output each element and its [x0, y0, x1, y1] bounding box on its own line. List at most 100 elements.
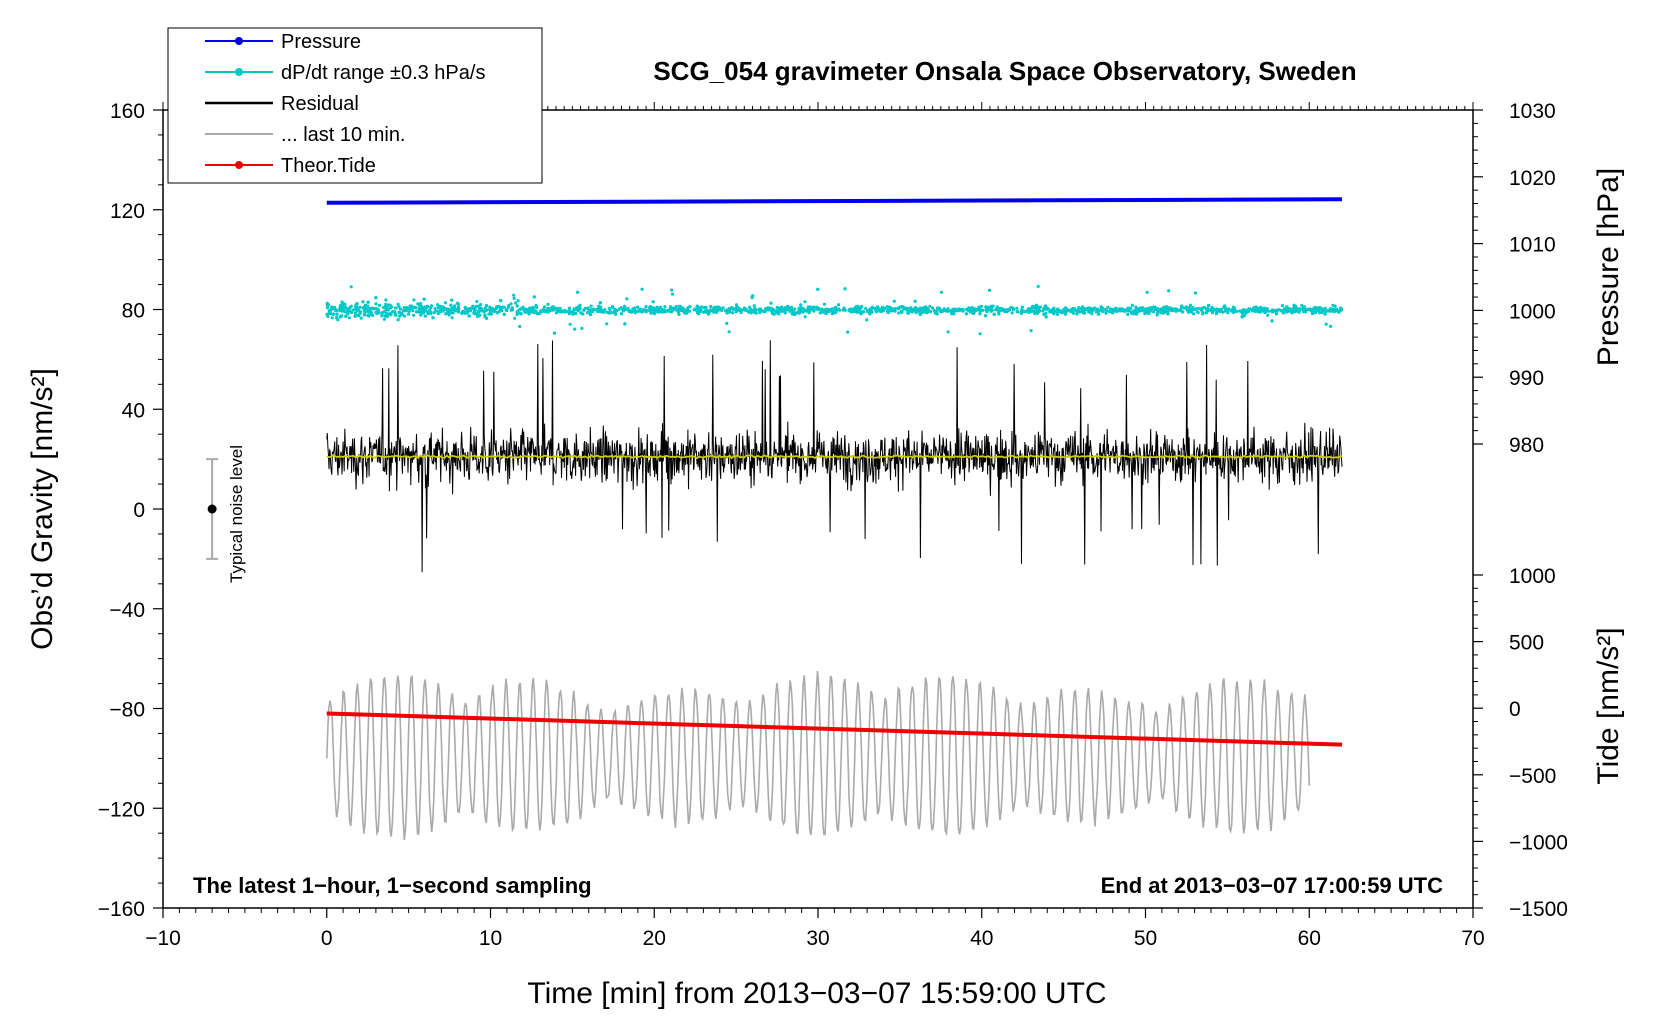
dpdt-point	[328, 309, 332, 313]
dpdt-point	[1036, 284, 1040, 288]
dpdt-point	[783, 306, 787, 310]
dpdt-point	[869, 306, 873, 310]
dpdt-point	[1029, 309, 1033, 313]
dpdt-point	[1210, 309, 1214, 313]
dpdt-point	[384, 308, 388, 312]
dpdt-point	[1110, 308, 1114, 312]
dpdt-point	[1000, 308, 1004, 312]
dpdt-point	[573, 327, 577, 331]
dpdt-point	[573, 307, 577, 311]
y-tick-label: 120	[110, 200, 145, 223]
dpdt-point	[580, 326, 584, 330]
dpdt-point	[713, 310, 717, 314]
dpdt-point	[893, 307, 897, 311]
dpdt-point	[399, 307, 403, 311]
legend-label: Theor.Tide	[281, 155, 376, 177]
dpdt-point	[1314, 310, 1318, 315]
dpdt-point	[655, 305, 659, 309]
dpdt-point	[1130, 303, 1134, 307]
dpdt-point	[995, 305, 999, 309]
dpdt-point	[1029, 329, 1033, 333]
dpdt-point	[902, 306, 907, 310]
dpdt-point	[797, 307, 801, 311]
dpdt-point	[725, 308, 729, 312]
dpdt-point	[384, 298, 388, 302]
dpdt-point	[602, 308, 606, 312]
dpdt-point	[1329, 324, 1333, 328]
dpdt-point	[377, 303, 382, 307]
noise-bar-center	[207, 504, 217, 514]
dpdt-point	[709, 304, 713, 309]
dpdt-point	[467, 314, 471, 318]
dpdt-point	[1106, 305, 1110, 309]
dpdt-point	[753, 310, 758, 314]
dpdt-point	[651, 306, 656, 310]
dpdt-point	[431, 316, 435, 320]
dpdt-point	[965, 307, 970, 311]
dpdt-point	[1151, 310, 1156, 314]
x-tick-label: 0	[321, 927, 333, 950]
dpdt-point	[1294, 305, 1298, 309]
dpdt-point	[526, 308, 530, 312]
dpdt-point	[355, 305, 359, 309]
dpdt-point	[514, 301, 518, 305]
dpdt-point	[423, 314, 427, 318]
dpdt-point	[1167, 289, 1171, 293]
dpdt-point	[1082, 307, 1086, 311]
dpdt-point	[361, 300, 365, 304]
dpdt-point	[509, 302, 513, 306]
dpdt-point	[351, 308, 355, 312]
dpdt-point	[906, 311, 910, 315]
dpdt-point	[484, 316, 489, 320]
dpdt-point	[747, 305, 752, 309]
dpdt-point	[1135, 310, 1140, 314]
dpdt-point	[412, 313, 416, 317]
dpdt-point	[1156, 309, 1160, 313]
tide-tick-label: 0	[1509, 698, 1521, 721]
dpdt-point	[518, 324, 522, 329]
dpdt-point	[1254, 307, 1259, 311]
dpdt-point	[946, 330, 950, 334]
dpdt-point	[494, 306, 499, 310]
dpdt-point	[607, 306, 612, 310]
legend-swatch-marker	[235, 161, 243, 169]
dpdt-point	[989, 306, 994, 311]
dpdt-point	[843, 287, 847, 291]
series-theor-tide	[326, 711, 1343, 747]
dpdt-point	[568, 322, 572, 326]
dpdt-point	[505, 308, 509, 313]
dpdt-point	[371, 313, 375, 317]
noise-level-bar	[206, 458, 219, 560]
dpdt-point	[1023, 310, 1027, 314]
dpdt-point	[455, 301, 459, 305]
dpdt-point	[1314, 306, 1318, 310]
dpdt-point	[605, 310, 609, 314]
dpdt-point	[349, 304, 353, 308]
dpdt-point	[478, 313, 482, 317]
dpdt-point	[800, 306, 804, 310]
legend: Pressure dP/dt range ±0.3 hPa/s Residual..…	[167, 27, 543, 184]
dpdt-point	[940, 309, 945, 313]
dpdt-point	[454, 309, 458, 313]
dpdt-point	[1225, 309, 1229, 313]
legend-box	[167, 27, 543, 184]
dpdt-point	[846, 330, 850, 334]
dpdt-point	[611, 305, 615, 309]
dpdt-point	[328, 311, 333, 316]
dpdt-point	[1075, 312, 1079, 316]
dpdt-point	[913, 299, 917, 303]
dpdt-point	[918, 306, 922, 310]
dpdt-point	[427, 310, 431, 314]
dpdt-point	[576, 290, 580, 294]
y-tick-label: −80	[109, 699, 145, 722]
dpdt-point	[410, 306, 414, 311]
dpdt-point	[775, 309, 779, 313]
dpdt-point	[416, 302, 420, 306]
dpdt-point	[1171, 309, 1175, 313]
plot-frame	[162, 109, 1474, 909]
y-tick-label: −160	[98, 898, 145, 921]
dpdt-point	[456, 305, 460, 309]
dpdt-point	[1271, 308, 1275, 312]
legend-swatch-marker	[235, 68, 243, 76]
dpdt-point	[543, 305, 547, 309]
